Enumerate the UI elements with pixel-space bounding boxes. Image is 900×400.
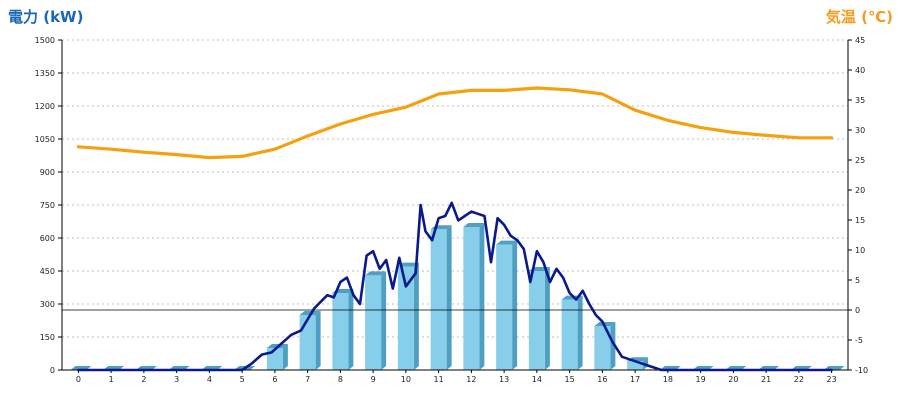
- right-tick-label: 5: [855, 276, 860, 285]
- power-bar-side: [446, 225, 452, 370]
- x-tick-label: 10: [401, 375, 411, 384]
- x-tick-label: 14: [532, 375, 542, 384]
- x-tick-label: 23: [827, 375, 837, 384]
- right-tick-label: 0: [855, 306, 860, 315]
- left-tick-label: 900: [40, 168, 55, 177]
- x-tick-label: 16: [597, 375, 607, 384]
- power-bar-front: [397, 266, 414, 370]
- x-tick-label: 8: [338, 375, 343, 384]
- x-tick-label: 17: [630, 375, 640, 384]
- power-bar-front: [430, 229, 447, 370]
- left-tick-label: 1200: [35, 102, 55, 111]
- left-tick-label: 150: [40, 333, 55, 342]
- power-bar-side: [348, 289, 354, 370]
- power-bar: [561, 295, 583, 370]
- left-tick-label: 300: [40, 300, 55, 309]
- x-tick-label: 7: [305, 375, 310, 384]
- x-tick-label: 2: [141, 375, 146, 384]
- power-bar-front: [594, 326, 611, 370]
- right-tick-label: 35: [855, 96, 865, 105]
- power-bar-side: [479, 223, 485, 370]
- x-tick-label: 1: [109, 375, 114, 384]
- power-bar-side: [512, 240, 518, 370]
- power-bar-side: [282, 344, 288, 370]
- right-tick-label: 30: [855, 126, 865, 135]
- power-bar: [594, 322, 616, 370]
- axes: [58, 39, 852, 373]
- power-bar: [397, 262, 419, 370]
- power-bar: [496, 240, 518, 370]
- power-bar: [430, 225, 452, 370]
- x-tick-label: 3: [174, 375, 179, 384]
- x-tick-label: 21: [761, 375, 771, 384]
- power-bar: [463, 223, 485, 370]
- tick-labels: 01503004506007509001050120013501500-10-5…: [35, 36, 868, 384]
- power-bars: [70, 223, 845, 370]
- left-tick-label: 0: [50, 366, 55, 375]
- power-bar-top: [463, 223, 485, 227]
- power-bar-front: [299, 315, 316, 370]
- lines: [76, 86, 834, 372]
- power-bar: [332, 289, 354, 370]
- right-tick-label: 20: [855, 186, 865, 195]
- x-tick-label: 13: [499, 375, 509, 384]
- power-bar: [299, 311, 321, 370]
- power-bar-top: [496, 240, 518, 245]
- x-tick-label: 0: [76, 375, 81, 384]
- power-bar-front: [528, 271, 545, 370]
- power-bar-front: [627, 361, 644, 370]
- x-tick-label: 20: [728, 375, 738, 384]
- power-bar-side: [413, 262, 419, 370]
- left-axis-title: 電力 (kW): [8, 8, 83, 26]
- x-tick-label: 5: [240, 375, 245, 384]
- power-bar-side: [610, 322, 616, 370]
- grid: [62, 39, 848, 338]
- right-tick-label: 40: [855, 66, 865, 75]
- right-tick-label: 10: [855, 246, 865, 255]
- power-bar-side: [577, 295, 583, 370]
- power-bar-side: [381, 271, 387, 370]
- power-bar-front: [266, 348, 283, 370]
- temperature-line: [76, 86, 834, 160]
- right-tick-label: -5: [855, 336, 863, 345]
- left-tick-label: 1500: [35, 36, 55, 45]
- power-bar-front: [463, 227, 480, 370]
- x-tick-label: 11: [434, 375, 444, 384]
- power-bar-front: [496, 244, 513, 370]
- x-tick-label: 15: [565, 375, 575, 384]
- power-bar-front: [332, 293, 349, 370]
- x-tick-label: 9: [371, 375, 376, 384]
- power-line: [77, 201, 833, 372]
- left-tick-label: 450: [40, 267, 55, 276]
- right-tick-label: 25: [855, 156, 865, 165]
- power-bar-top: [365, 271, 387, 276]
- x-tick-label: 12: [466, 375, 476, 384]
- x-tick-label: 19: [696, 375, 706, 384]
- right-tick-label: 45: [855, 36, 865, 45]
- x-tick-label: 6: [272, 375, 277, 384]
- power-bar-top: [397, 262, 419, 267]
- power-bar-front: [365, 275, 382, 370]
- left-tick-label: 600: [40, 234, 55, 243]
- right-tick-label: 15: [855, 216, 865, 225]
- power-bar-side: [544, 267, 550, 370]
- power-bar-side: [315, 311, 321, 370]
- x-tick-label: 22: [794, 375, 804, 384]
- right-tick-label: -10: [855, 366, 868, 375]
- right-axis-title: 気温 (℃): [826, 8, 893, 26]
- left-tick-label: 1050: [35, 135, 55, 144]
- power-bar: [528, 267, 550, 370]
- left-tick-label: 1350: [35, 69, 55, 78]
- x-tick-label: 4: [207, 375, 212, 384]
- x-tick-label: 18: [663, 375, 673, 384]
- power-bar: [365, 271, 387, 370]
- left-tick-label: 750: [40, 201, 55, 210]
- power-bar-front: [561, 299, 578, 370]
